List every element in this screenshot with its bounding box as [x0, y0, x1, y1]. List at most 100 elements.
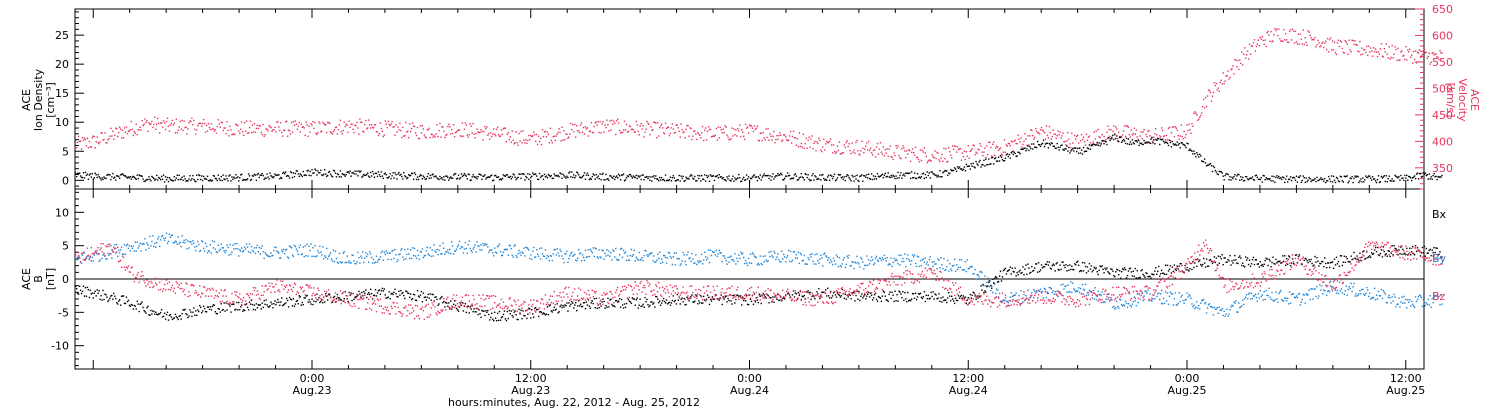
velocity-point — [165, 120, 168, 123]
ion-density-point — [366, 173, 368, 176]
velocity-point — [583, 133, 586, 135]
ion-density-point — [419, 174, 422, 176]
velocity-point — [715, 127, 718, 130]
velocity-point — [803, 147, 805, 150]
velocity-point — [1194, 111, 1196, 113]
ion-density-point — [977, 164, 979, 166]
by-point — [1126, 306, 1129, 308]
ion-density-point — [922, 172, 925, 174]
by-point — [806, 263, 808, 265]
ion-density-point — [361, 176, 363, 178]
by-point — [853, 267, 855, 270]
velocity-point — [428, 127, 430, 130]
ion-density-point — [186, 180, 188, 182]
velocity-point — [1172, 126, 1175, 128]
velocity-point — [534, 140, 537, 143]
ion-density-point — [912, 176, 915, 179]
bx-point — [487, 309, 489, 312]
bx-point — [455, 307, 458, 310]
ion-density-point — [575, 175, 577, 177]
velocity-point — [770, 135, 772, 137]
velocity-point — [361, 121, 363, 124]
ion-density-point — [572, 176, 574, 179]
velocity-point — [1107, 125, 1109, 127]
ion-density-point — [1363, 181, 1365, 183]
ion-density-point — [1130, 143, 1133, 145]
ion-density-point — [1314, 177, 1316, 180]
velocity-point — [1046, 134, 1049, 137]
ion-density-point — [458, 178, 461, 180]
bx-point — [203, 307, 206, 310]
velocity-point — [1248, 43, 1251, 46]
ion-density-point — [812, 173, 814, 175]
velocity-point — [1350, 50, 1352, 53]
velocity-point — [1229, 76, 1231, 79]
ion-density-point — [657, 178, 659, 180]
by-point — [722, 255, 724, 257]
by-point — [1369, 298, 1372, 300]
by-point — [362, 251, 364, 253]
by-point — [1315, 295, 1317, 298]
ion-density-point — [116, 175, 118, 177]
by-point — [325, 247, 328, 250]
bx-point — [197, 309, 199, 311]
by-point — [659, 262, 662, 264]
bx-point — [519, 313, 521, 315]
bx-point — [375, 295, 378, 297]
ion-density-point — [664, 174, 667, 176]
velocity-point — [884, 148, 886, 151]
velocity-point — [851, 142, 853, 144]
by-point — [811, 253, 813, 255]
velocity-point — [1382, 56, 1385, 58]
by-point — [821, 257, 823, 259]
bx-point — [562, 304, 564, 307]
ion-density-point — [743, 179, 746, 182]
by-point — [723, 255, 725, 257]
by-point — [551, 259, 553, 262]
velocity-point — [1145, 133, 1147, 136]
by-point — [702, 259, 705, 261]
by-point — [150, 245, 152, 247]
velocity-point — [171, 119, 174, 122]
velocity-point — [965, 151, 968, 153]
by-point — [915, 265, 918, 268]
ion-density-point — [749, 177, 752, 180]
ion-density-point — [269, 172, 271, 174]
by-point — [454, 250, 457, 252]
by-point — [1006, 300, 1009, 303]
by-point — [1153, 294, 1155, 296]
velocity-point — [754, 128, 757, 131]
velocity-point — [981, 151, 983, 153]
by-point — [201, 240, 204, 243]
velocity-point — [311, 124, 313, 126]
ion-density-point — [886, 175, 888, 178]
velocity-point — [539, 137, 542, 140]
bx-point — [535, 309, 538, 311]
velocity-point — [1020, 137, 1022, 139]
by-point — [963, 269, 966, 271]
bx-point — [131, 304, 134, 306]
bx-point — [353, 298, 355, 300]
ion-density-point — [842, 178, 845, 180]
by-point — [1404, 302, 1406, 304]
by-point — [151, 240, 153, 243]
velocity-point — [610, 129, 612, 131]
by-point — [1048, 286, 1051, 289]
bx-point — [153, 310, 155, 313]
by-point — [515, 255, 517, 257]
ion-density-point — [1176, 141, 1178, 143]
ion-density-point — [180, 178, 182, 180]
velocity-point — [486, 126, 488, 128]
bx-point — [430, 299, 432, 301]
ion-density-point — [815, 176, 817, 178]
velocity-point — [637, 130, 639, 133]
by-point — [593, 255, 595, 258]
by-point — [775, 258, 777, 261]
ion-density-point — [1149, 142, 1151, 145]
velocity-point — [127, 130, 130, 133]
velocity-point — [1418, 49, 1421, 51]
ion-density-point — [1394, 174, 1396, 177]
velocity-point — [1116, 128, 1118, 130]
ion-density-point — [1117, 140, 1119, 142]
velocity-point — [1356, 44, 1358, 46]
